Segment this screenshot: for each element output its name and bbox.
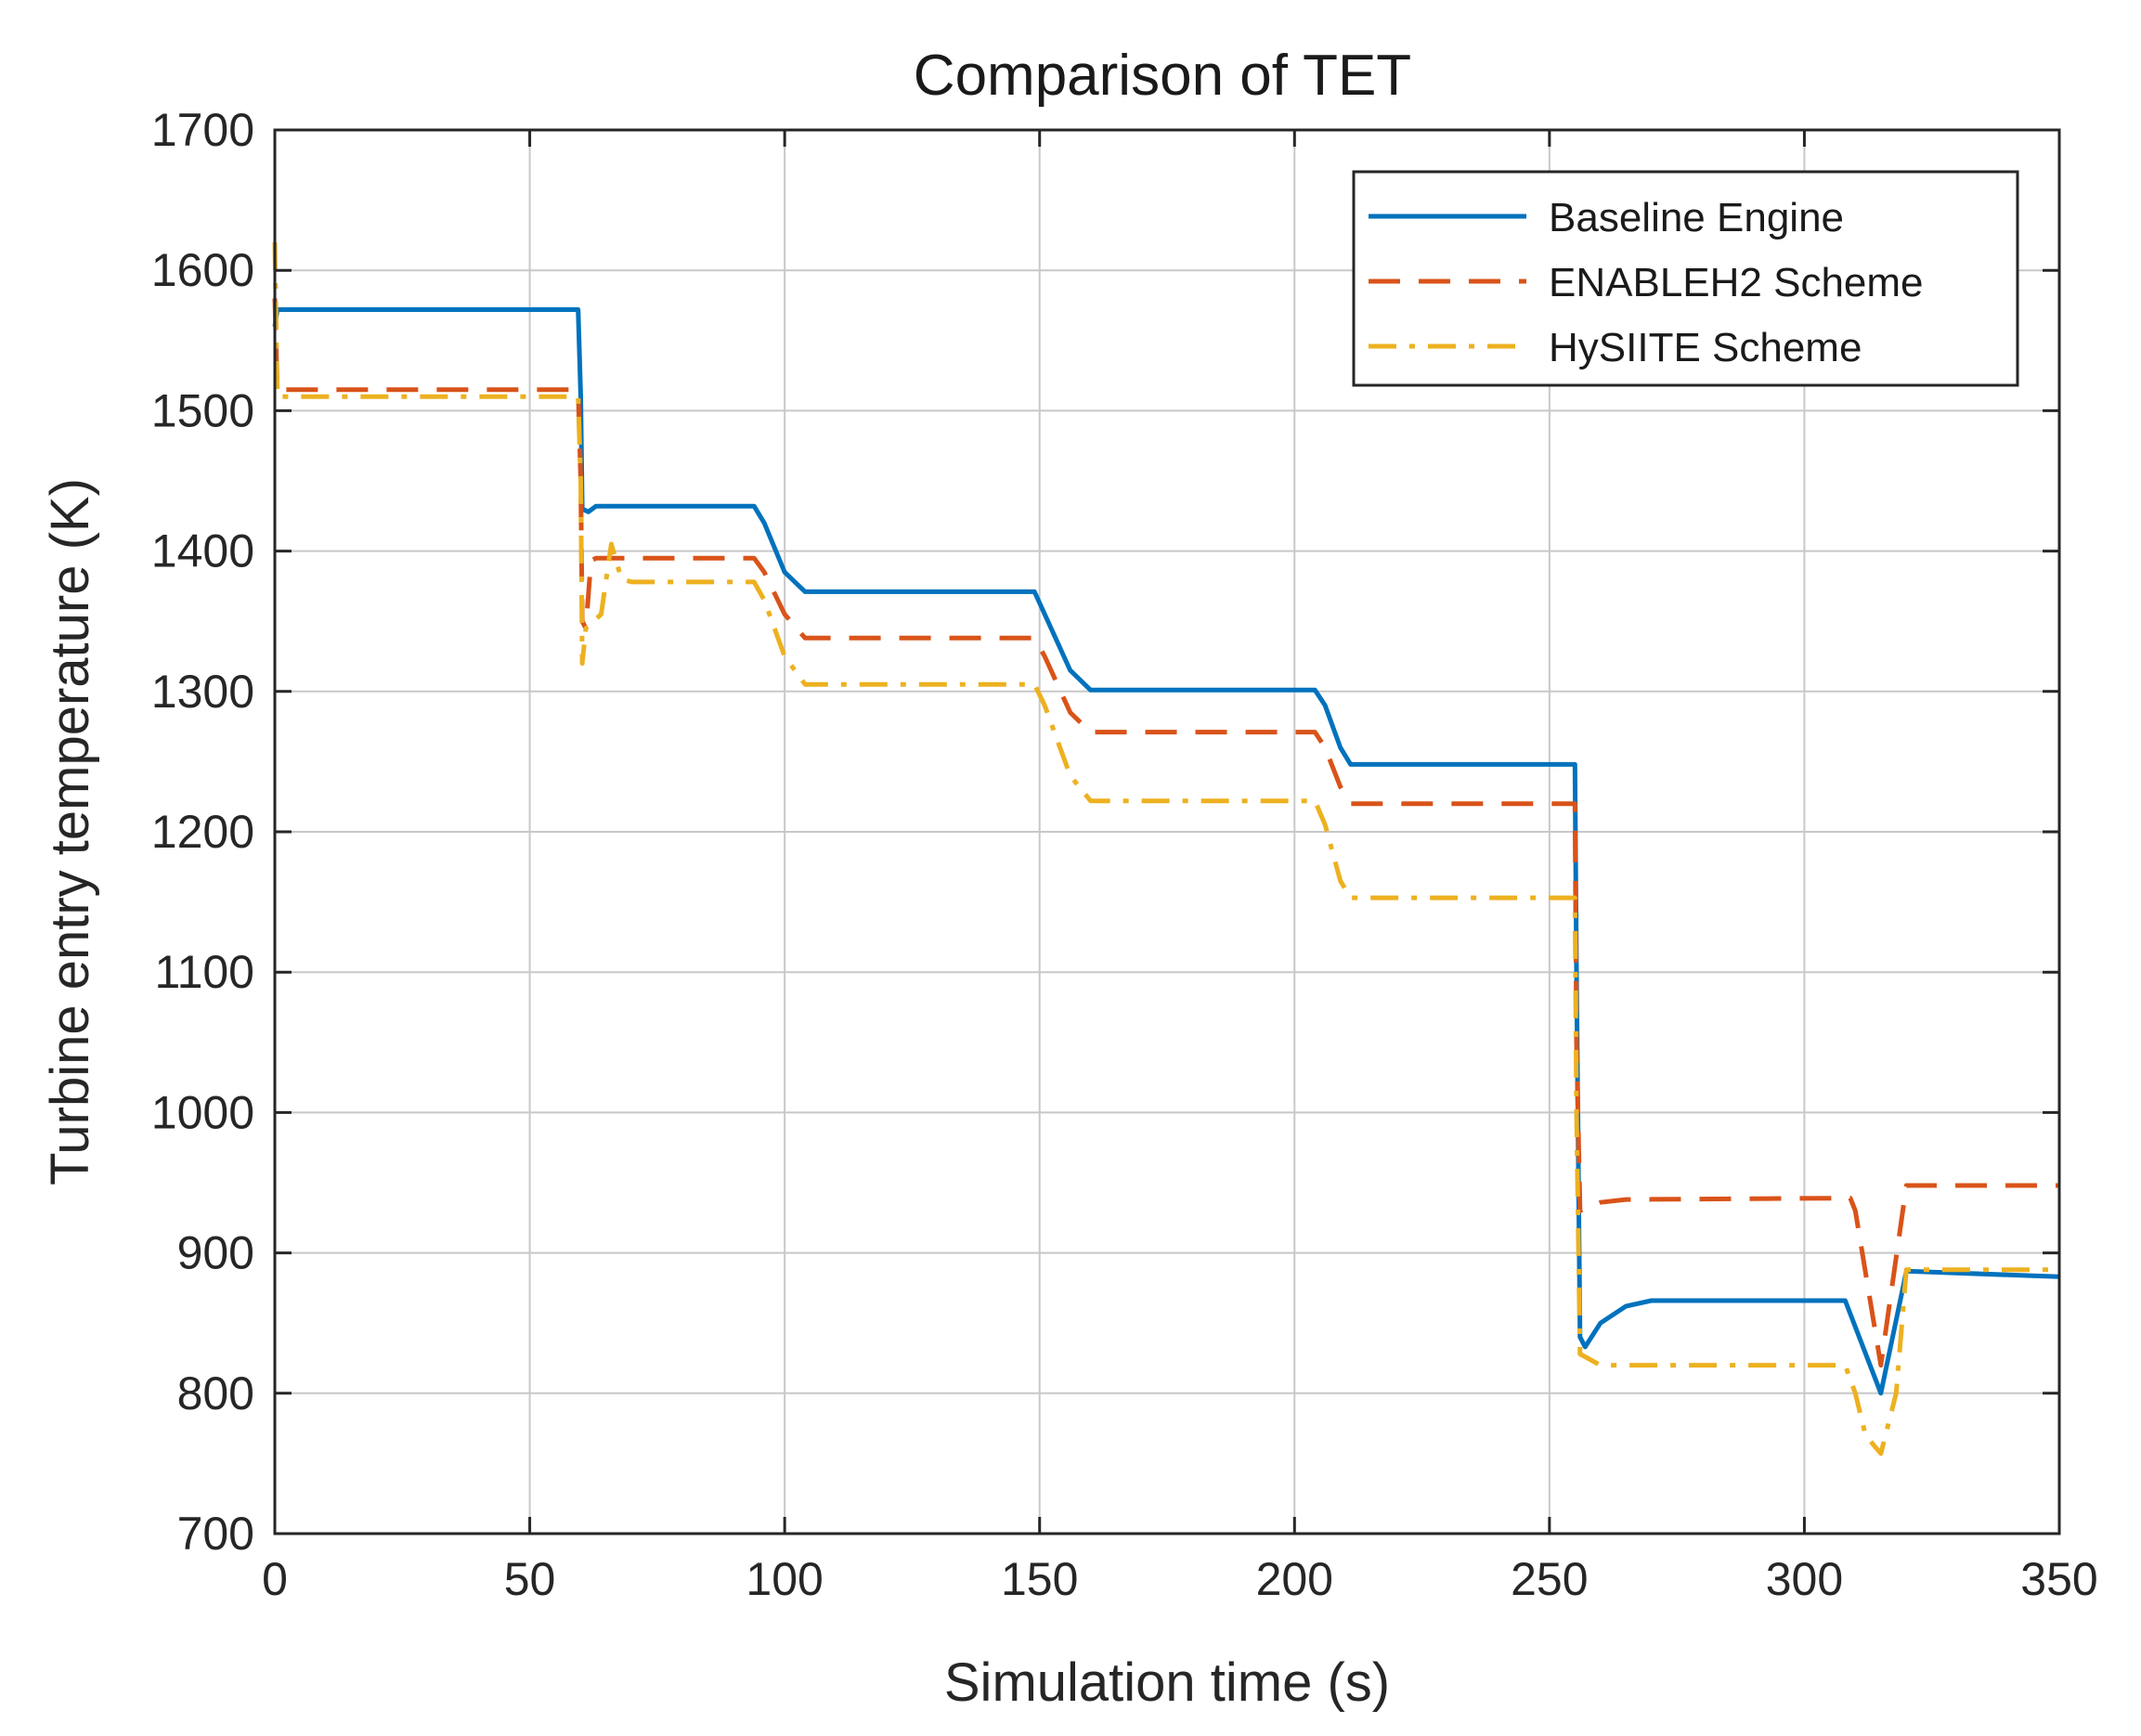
legend-box [1352,170,2019,387]
x-tick-label: 150 [1001,1553,1078,1605]
legend-entry-label: Baseline Engine [1549,195,1844,240]
legend: Baseline Engine ENABLEH2 Scheme HySIITE Sc… [1352,170,2019,387]
y-tick-label: 1000 [151,1086,254,1138]
y-tick-label: 1300 [151,666,254,718]
y-tick-label: 700 [177,1508,254,1560]
x-tick-label: 50 [504,1553,556,1605]
x-tick-label: 100 [746,1553,823,1605]
x-tick-label: 0 [262,1553,288,1605]
y-tick-label: 900 [177,1227,254,1279]
x-tick-label: 350 [2020,1553,2097,1605]
legend-entry-label: ENABLEH2 Scheme [1549,260,1924,305]
series-line-1 [272,307,2060,1396]
y-tick-label: 800 [177,1367,254,1419]
y-tick-label: 1100 [154,946,254,998]
y-tick-label: 1200 [151,806,254,858]
y-tick-label: 1400 [151,525,254,577]
chart-title: Comparison of TET [914,44,1411,108]
x-tick-label: 300 [1766,1553,1843,1605]
y-axis-label: Turbine entry temperature (K) [40,478,100,1185]
y-tick-label: 1500 [151,384,254,436]
legend-entry-label: HySIITE Scheme [1549,325,1862,370]
x-tick-label: 200 [1256,1553,1333,1605]
x-tick-label: 250 [1511,1553,1588,1605]
series-layer [272,241,2060,1457]
y-tick-label: 1700 [151,104,254,156]
y-tick-label: 1600 [151,244,254,296]
tick-layer: 0 50 100 150 200 250 300 350 700 800 900 1000 1100 12… [151,104,2098,1605]
x-axis-label: Simulation time (s) [944,1652,1390,1713]
